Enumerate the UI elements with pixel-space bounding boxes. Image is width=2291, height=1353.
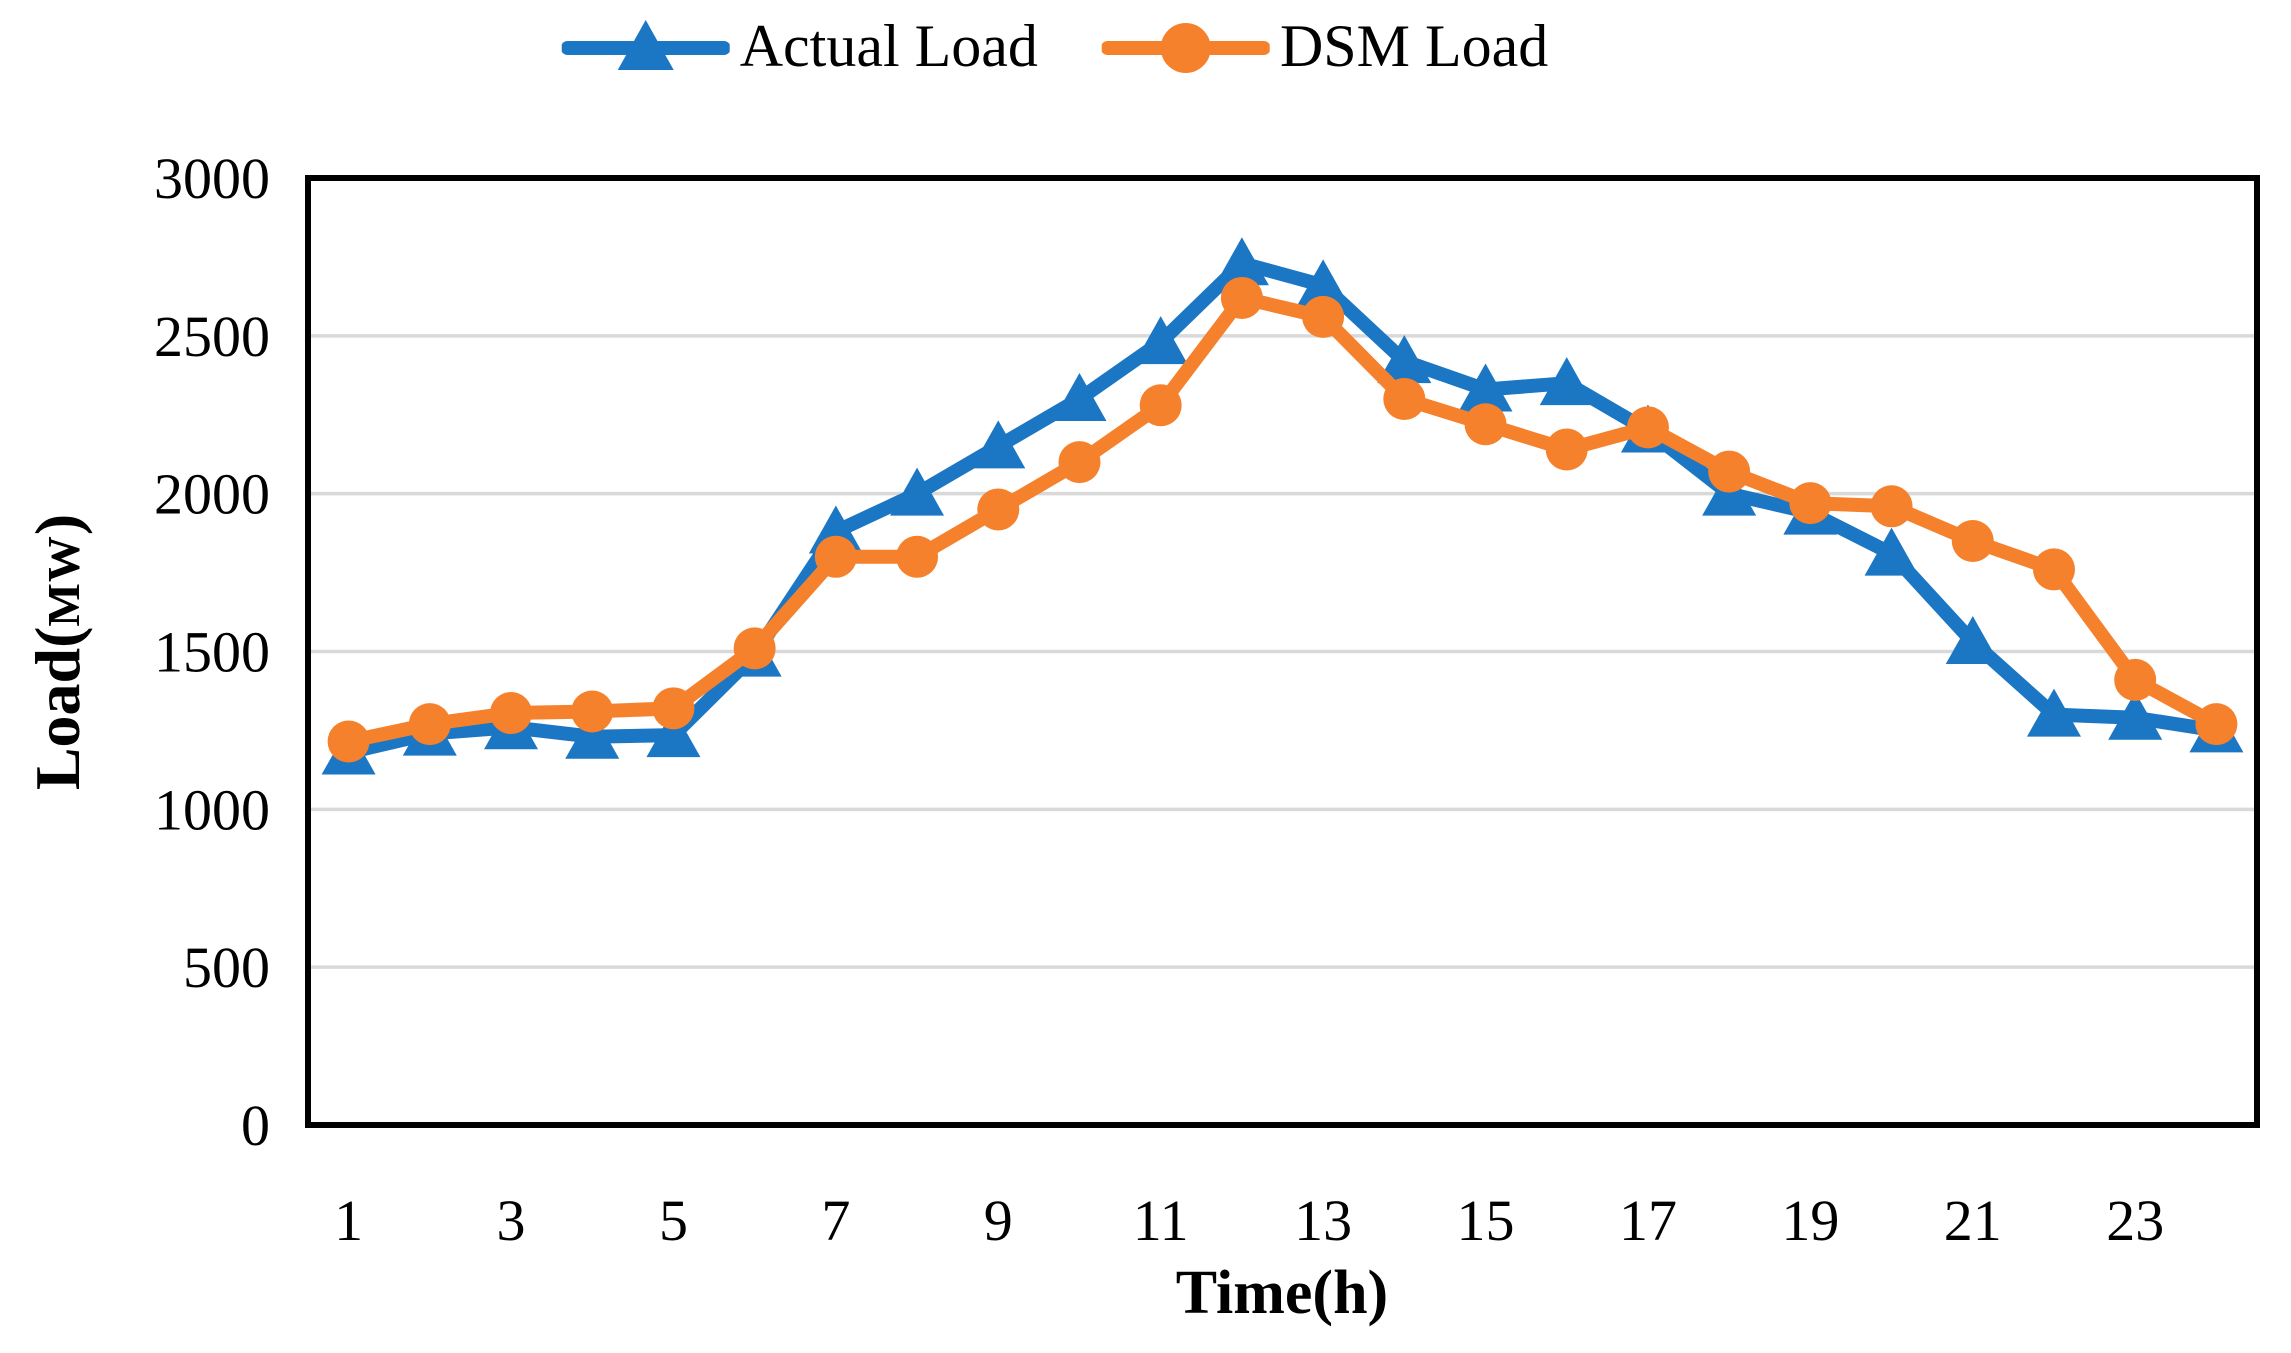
data-point-marker-dsm-load xyxy=(2032,548,2075,591)
legend-item-dsm-load: DSM Load xyxy=(1101,6,1549,86)
legend-label-actual-load: Actual Load xyxy=(739,13,1038,79)
data-point-marker-dsm-load xyxy=(896,535,939,578)
data-point-marker-dsm-load xyxy=(327,720,370,763)
legend: Actual Load DSM Load xyxy=(561,6,1549,86)
actual-load-triangle-marker-icon xyxy=(561,20,730,70)
data-point-marker-dsm-load xyxy=(814,535,857,578)
x-tick-label: 1 xyxy=(334,1188,363,1253)
x-tick-label: 3 xyxy=(497,1188,526,1253)
y-tick-label: 1000 xyxy=(154,777,270,842)
data-point-marker-actual-load xyxy=(1133,316,1188,365)
data-point-marker-dsm-load xyxy=(977,488,1020,531)
y-tick-label: 1500 xyxy=(154,620,270,685)
series-line-dsm-load xyxy=(341,290,2224,749)
y-tick-label: 2500 xyxy=(154,304,270,369)
data-point-marker-dsm-load xyxy=(1302,295,1345,338)
x-tick-label: 19 xyxy=(1781,1188,1839,1253)
x-tick-label: 21 xyxy=(1944,1188,2002,1253)
data-point-marker-actual-load xyxy=(1945,616,2000,665)
data-point-marker-actual-load xyxy=(1377,335,1432,384)
data-point-marker-actual-load xyxy=(971,420,1026,469)
x-tick-label: 7 xyxy=(821,1188,850,1253)
data-point-marker-actual-load xyxy=(1214,237,1269,286)
data-point-marker-dsm-load xyxy=(652,687,695,730)
y-tick-label: 0 xyxy=(241,1093,270,1158)
data-point-marker-actual-load xyxy=(646,709,701,758)
data-point-marker-dsm-load xyxy=(1220,276,1263,319)
data-point-marker-dsm-load xyxy=(1058,441,1101,484)
data-point-marker-actual-load xyxy=(1052,372,1107,421)
data-point-marker-dsm-load xyxy=(1951,520,1994,563)
legend-item-actual-load: Actual Load xyxy=(561,6,1038,86)
data-point-marker-dsm-load xyxy=(733,627,776,670)
y-tick-label: 2000 xyxy=(154,462,270,527)
x-tick-label: 5 xyxy=(659,1188,688,1253)
data-point-marker-actual-load xyxy=(890,467,945,516)
data-point-marker-dsm-load xyxy=(1139,384,1182,427)
y-tick-label: 3000 xyxy=(154,146,270,211)
data-point-marker-dsm-load xyxy=(1626,406,1669,449)
x-tick-label: 15 xyxy=(1457,1188,1515,1253)
x-axis-title: Time(h) xyxy=(1175,1259,1389,1327)
data-point-marker-actual-load xyxy=(1458,363,1513,412)
data-point-marker-dsm-load xyxy=(1708,450,1751,493)
dsm-load-circle-marker-icon xyxy=(1101,23,1270,73)
data-point-marker-actual-load xyxy=(1864,527,1919,576)
data-point-marker-actual-load xyxy=(2108,691,2163,740)
x-tick-label: 23 xyxy=(2106,1188,2164,1253)
data-point-marker-dsm-load xyxy=(571,690,614,733)
x-tick-label: 17 xyxy=(1619,1188,1677,1253)
data-point-marker-dsm-load xyxy=(1464,403,1507,446)
plot-border xyxy=(305,175,2260,1128)
data-point-marker-dsm-load xyxy=(408,703,451,746)
x-tick-label: 9 xyxy=(984,1188,1013,1253)
data-point-marker-dsm-load xyxy=(1870,485,1913,528)
data-point-marker-dsm-load xyxy=(2114,658,2157,701)
x-tick-label: 11 xyxy=(1133,1188,1189,1253)
x-tick-label: 13 xyxy=(1294,1188,1352,1253)
data-point-marker-actual-load xyxy=(1296,259,1351,308)
data-point-marker-dsm-load xyxy=(1383,377,1426,420)
legend-label-dsm-load: DSM Load xyxy=(1279,13,1549,79)
data-point-marker-dsm-load xyxy=(490,692,533,735)
data-point-marker-dsm-load xyxy=(1545,428,1588,471)
data-point-marker-dsm-load xyxy=(2195,703,2238,746)
data-point-marker-actual-load xyxy=(565,710,620,759)
y-tick-label: 500 xyxy=(183,935,270,1000)
data-point-marker-dsm-load xyxy=(1789,482,1832,525)
data-point-marker-actual-load xyxy=(2026,688,2081,737)
data-point-marker-actual-load xyxy=(1539,357,1594,406)
